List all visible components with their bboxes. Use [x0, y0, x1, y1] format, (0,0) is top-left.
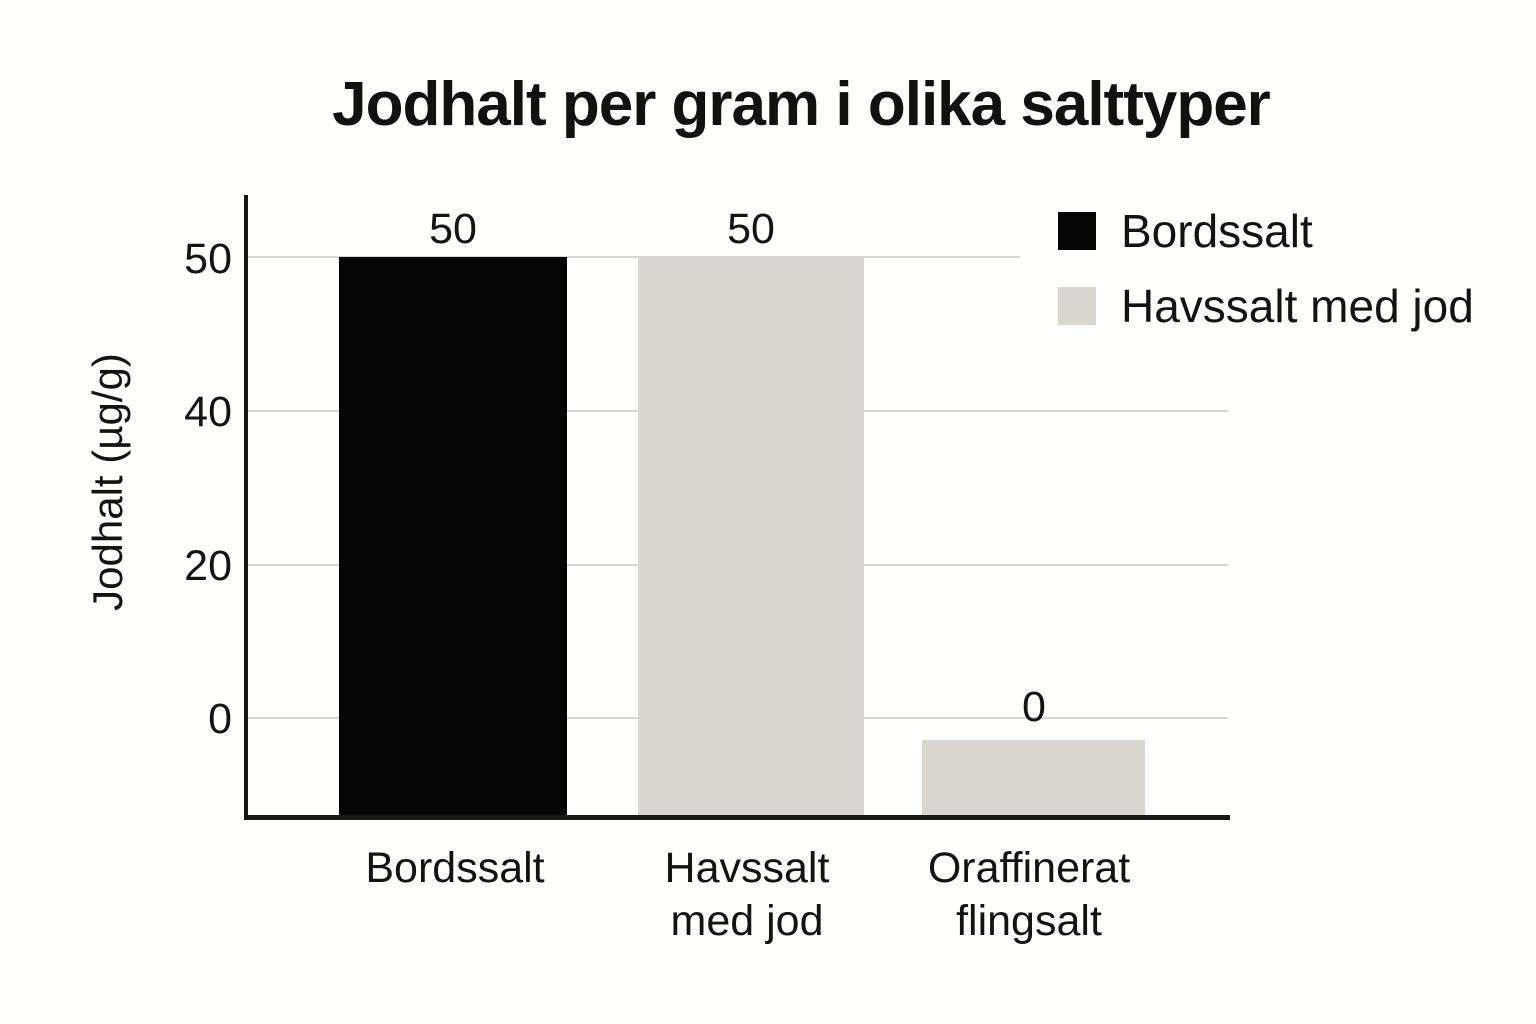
y-tick-20: 20 — [184, 542, 232, 590]
gridline-50 — [248, 256, 1020, 258]
x-label-line: Havssalt — [664, 844, 830, 892]
bar-bordssalt — [339, 257, 567, 815]
bar-oraffinerat-flingsalt — [922, 740, 1145, 815]
y-tick-0: 0 — [208, 695, 232, 743]
legend-item-bordssalt: Bordssalt — [1058, 208, 1474, 254]
legend-swatch-gray — [1058, 287, 1096, 325]
chart-title: Jodhalt per gram i olika salttyper — [332, 70, 1271, 139]
y-tick-50: 50 — [184, 235, 232, 283]
plot-area: 50 50 0 — [244, 195, 1230, 820]
y-tick-40: 40 — [184, 388, 232, 436]
x-label-oraffinerat-flingsalt: Oraffinerat flingsalt — [859, 842, 1199, 948]
x-label-line: flingsalt — [956, 897, 1102, 945]
value-label-bordssalt: 50 — [429, 205, 477, 253]
value-label-oraffinerat-flingsalt: 0 — [1022, 683, 1046, 731]
x-label-bordssalt: Bordssalt — [285, 842, 625, 895]
x-label-line: med jod — [670, 897, 824, 945]
bar-havssalt-med-jod — [638, 257, 864, 815]
x-label-line: Bordssalt — [365, 844, 545, 892]
legend: Bordssalt Havssalt med jod — [1058, 208, 1474, 329]
x-label-havssalt-med-jod: Havssalt med jod — [577, 842, 917, 948]
legend-label: Bordssalt — [1121, 205, 1313, 257]
value-label-havssalt-med-jod: 50 — [727, 205, 775, 253]
legend-item-havssalt-med-jod: Havssalt med jod — [1058, 283, 1474, 329]
legend-swatch-black — [1058, 212, 1096, 250]
legend-label: Havssalt med jod — [1121, 280, 1474, 332]
x-label-line: Oraffinerat — [927, 844, 1131, 892]
